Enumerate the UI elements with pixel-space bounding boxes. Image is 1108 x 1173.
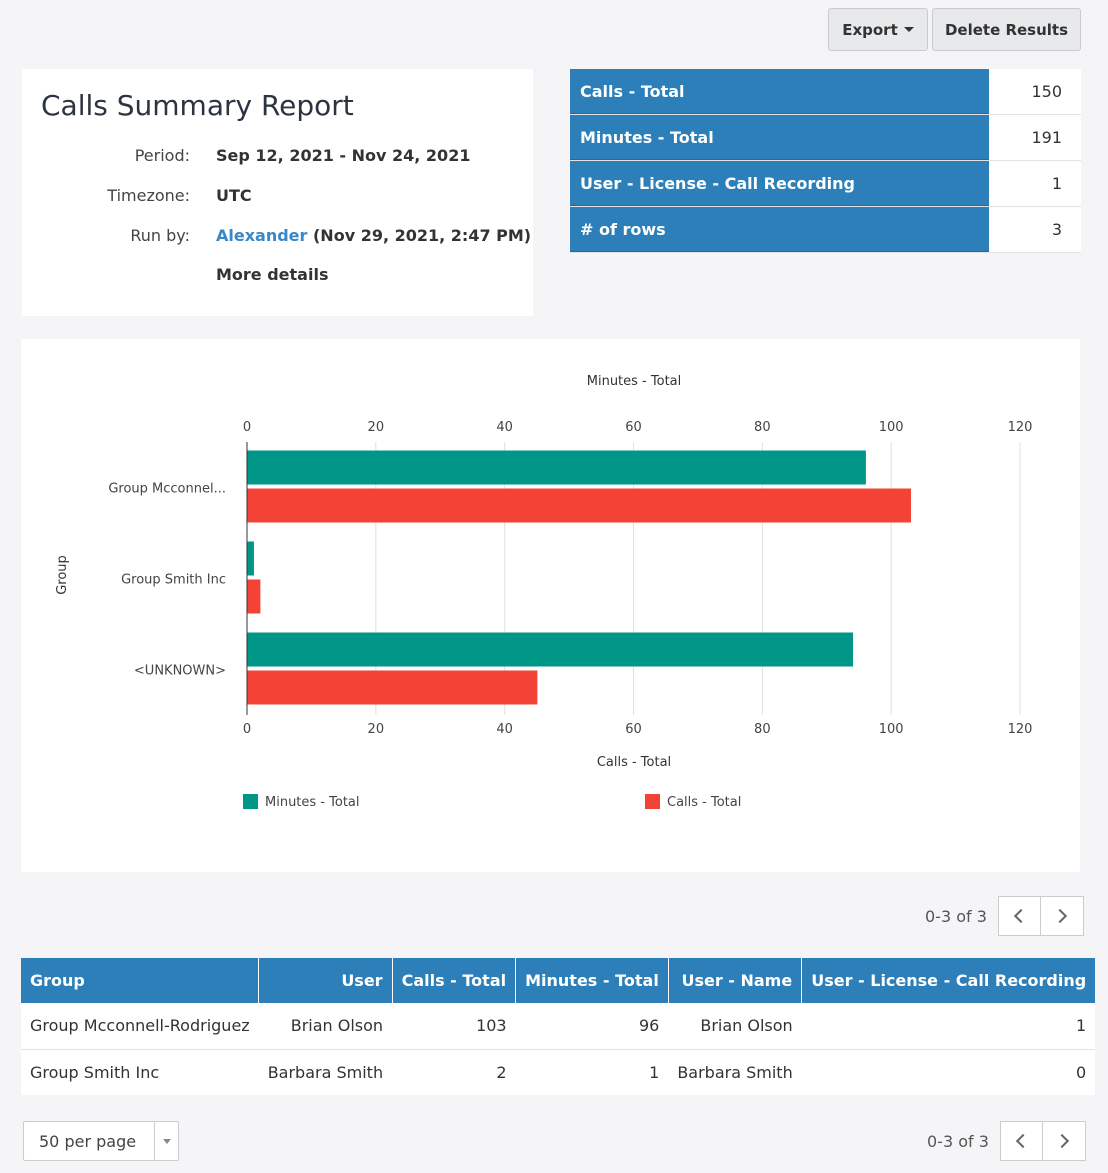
top-pagination: 0-3 of 3 (925, 896, 1084, 936)
table-header-row: Group User Calls - Total Minutes - Total… (21, 958, 1096, 1003)
delete-results-button[interactable]: Delete Results (932, 8, 1081, 51)
summary-key: Minutes - Total (570, 115, 989, 160)
column-header-calls-total[interactable]: Calls - Total (392, 958, 517, 1003)
prev-page-button[interactable] (999, 1121, 1043, 1161)
summary-row: Calls - Total 150 (570, 69, 1081, 115)
prev-page-button[interactable] (997, 896, 1041, 936)
bottom-tick-label: 60 (625, 722, 642, 737)
cell-user: Brian Olson (258, 1003, 393, 1050)
period-value: Sep 12, 2021 - Nov 24, 2021 (216, 146, 471, 165)
pagination-count: 0-3 of 3 (925, 906, 987, 926)
bottom-pagination: 0-3 of 3 (927, 1121, 1086, 1161)
runby-time: (Nov 29, 2021, 2:47 PM) (307, 226, 532, 245)
category-label: Group Mcconnel... (108, 482, 226, 497)
legend-swatch (645, 794, 660, 809)
summary-key: Calls - Total (570, 69, 989, 114)
column-header-group[interactable]: Group (21, 958, 260, 1003)
next-page-button[interactable] (1042, 1121, 1086, 1161)
bar-chart: 0 0 20 20 40 40 60 60 80 80 100 100 120 120 Minutes - … (55, 374, 1033, 810)
top-tick-label: 80 (754, 420, 771, 435)
next-page-button[interactable] (1040, 896, 1084, 936)
report-info-card: Calls Summary Report Period: Sep 12, 202… (22, 69, 533, 316)
bar-minutes (247, 450, 866, 485)
summary-table: Calls - Total 150 Minutes - Total 191 Us… (570, 69, 1081, 253)
runby-user-link[interactable]: Alexander (216, 226, 308, 245)
delete-results-label: Delete Results (944, 20, 1069, 39)
export-button[interactable]: Export (828, 8, 928, 51)
cell-group: Group Smith Inc (30, 1062, 160, 1082)
cell-user-name: Barbara Smith (677, 1062, 793, 1082)
bar-calls (247, 670, 538, 705)
per-page-select[interactable]: 50 per page (23, 1121, 179, 1161)
cell-minutes-total: 1 (649, 1062, 660, 1082)
summary-key: # of rows (570, 207, 989, 252)
timezone-value: UTC (216, 186, 252, 205)
table-row: Group Mcconnell-Rodriguez Brian Olson 10… (21, 1003, 1096, 1050)
cell-group: Group Mcconnell-Rodriguez (21, 1003, 259, 1050)
pagination-count: 0-3 of 3 (927, 1131, 989, 1151)
cell-user: Barbara Smith (267, 1062, 384, 1082)
cell-call-recording: 0 (1076, 1062, 1087, 1082)
column-header-user-name[interactable]: User - Name (668, 958, 803, 1003)
cell-call-recording: 1 (801, 1003, 1096, 1050)
cell-user-name: Brian Olson (668, 1003, 802, 1050)
legend-label: Calls - Total (667, 795, 741, 810)
chevron-left-icon (1014, 908, 1029, 924)
cell-minutes-total: 96 (515, 1003, 669, 1050)
summary-value: 191 (989, 115, 1081, 160)
legend-label: Minutes - Total (265, 795, 360, 810)
period-label: Period: (134, 146, 190, 165)
cell-calls-total: 2 (496, 1062, 507, 1082)
legend-swatch (243, 794, 258, 809)
bar-calls (247, 579, 261, 614)
bar-minutes (247, 541, 254, 576)
bottom-tick-label: 120 (1008, 722, 1033, 737)
summary-row: User - License - Call Recording 1 (570, 161, 1081, 207)
summary-row: # of rows 3 (570, 207, 1081, 253)
y-axis-title: Group (55, 555, 70, 595)
more-details-link[interactable]: More details (216, 265, 329, 284)
top-axis-title: Minutes - Total (587, 374, 682, 389)
top-tick-label: 0 (243, 420, 251, 435)
chevron-right-icon (1054, 1133, 1069, 1149)
bottom-tick-label: 20 (368, 722, 385, 737)
summary-value: 1 (989, 161, 1081, 206)
column-header-user[interactable]: User (258, 958, 393, 1003)
cell-calls-total: 103 (392, 1003, 516, 1050)
per-page-value: 50 per page (39, 1131, 137, 1151)
bottom-axis-title: Calls - Total (597, 755, 671, 770)
top-tick-label: 20 (368, 420, 385, 435)
caret-down-icon (903, 27, 914, 32)
chevron-left-icon (1016, 1133, 1031, 1149)
summary-row: Minutes - Total 191 (570, 115, 1081, 161)
summary-value: 150 (989, 69, 1081, 114)
bottom-tick-label: 40 (496, 722, 513, 737)
dropdown-arrow-icon (154, 1122, 178, 1160)
chart-card: 0 0 20 20 40 40 60 60 80 80 100 100 120 120 Minutes - … (21, 339, 1080, 872)
bar-minutes (247, 632, 854, 667)
column-header-call-recording[interactable]: User - License - Call Recording (801, 958, 1096, 1003)
bottom-tick-label: 0 (243, 722, 251, 737)
column-header-minutes-total[interactable]: Minutes - Total (515, 958, 669, 1003)
report-title: Calls Summary Report (41, 89, 354, 122)
export-label: Export (842, 20, 898, 39)
top-tick-label: 40 (496, 420, 513, 435)
timezone-label: Timezone: (107, 186, 190, 205)
table-row: Group Smith Inc Barbara Smith 2 1 Barbar… (21, 1049, 1095, 1095)
bar-calls (247, 488, 911, 523)
summary-value: 3 (989, 207, 1081, 252)
chevron-right-icon (1052, 908, 1067, 924)
category-label: <UNKNOWN> (134, 664, 226, 679)
top-tick-label: 120 (1008, 420, 1033, 435)
runby-value: Alexander (Nov 29, 2021, 2:47 PM) (216, 226, 531, 245)
summary-key: User - License - Call Recording (570, 161, 989, 206)
bottom-tick-label: 100 (879, 722, 904, 737)
top-tick-label: 60 (625, 420, 642, 435)
top-tick-label: 100 (879, 420, 904, 435)
runby-label: Run by: (130, 226, 190, 245)
bottom-tick-label: 80 (754, 722, 771, 737)
category-label: Group Smith Inc (121, 573, 226, 588)
results-table: Group User Calls - Total Minutes - Total… (21, 958, 1096, 1095)
